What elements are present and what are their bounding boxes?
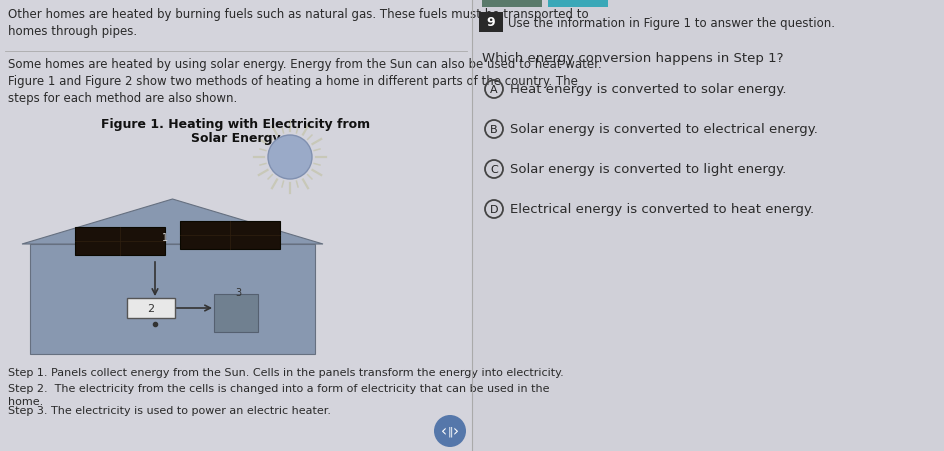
Text: A: A xyxy=(490,85,497,95)
Text: Step 1. Panels collect energy from the Sun. Cells in the panels transform the en: Step 1. Panels collect energy from the S… xyxy=(8,367,564,377)
Text: Some homes are heated by using solar energy. Energy from the Sun can also be use: Some homes are heated by using solar ene… xyxy=(8,58,601,105)
Text: Electrical energy is converted to heat energy.: Electrical energy is converted to heat e… xyxy=(510,203,814,216)
Text: D: D xyxy=(490,205,498,215)
Text: Solar energy is converted to light energy.: Solar energy is converted to light energ… xyxy=(510,163,786,176)
Bar xyxy=(75,227,165,255)
FancyBboxPatch shape xyxy=(214,295,258,332)
Text: 3: 3 xyxy=(235,287,241,297)
Text: Other homes are heated by burning fuels such as natural gas. These fuels must be: Other homes are heated by burning fuels … xyxy=(8,8,589,38)
Bar xyxy=(0,0,472,451)
Text: 9: 9 xyxy=(487,17,496,29)
Circle shape xyxy=(268,136,312,179)
Text: Step 2.  The electricity from the cells is changed into a form of electricity th: Step 2. The electricity from the cells i… xyxy=(8,383,549,406)
Text: B: B xyxy=(490,125,497,135)
FancyBboxPatch shape xyxy=(479,13,503,33)
FancyBboxPatch shape xyxy=(127,299,175,318)
Text: Which energy conversion happens in Step 1?: Which energy conversion happens in Step … xyxy=(482,52,784,65)
Bar xyxy=(482,0,542,8)
Bar xyxy=(180,221,280,249)
Text: Solar Energy: Solar Energy xyxy=(192,132,280,145)
Text: Heat energy is converted to solar energy.: Heat energy is converted to solar energy… xyxy=(510,83,786,96)
Text: Solar energy is converted to electrical energy.: Solar energy is converted to electrical … xyxy=(510,123,818,136)
Text: Figure 1. Heating with Electricity from: Figure 1. Heating with Electricity from xyxy=(101,118,371,131)
Bar xyxy=(548,0,608,8)
Bar xyxy=(472,0,944,451)
Circle shape xyxy=(434,415,466,447)
Text: Step 3. The electricity is used to power an electric heater.: Step 3. The electricity is used to power… xyxy=(8,405,331,415)
Text: Use the information in Figure 1 to answer the question.: Use the information in Figure 1 to answe… xyxy=(508,17,835,29)
Polygon shape xyxy=(22,199,323,244)
Text: 2: 2 xyxy=(147,304,155,313)
Text: C: C xyxy=(490,165,497,175)
Text: ‹: ‹ xyxy=(441,423,447,438)
Text: ›: › xyxy=(453,423,459,438)
Bar xyxy=(30,244,315,354)
Text: ‖: ‖ xyxy=(447,426,453,436)
Text: 1: 1 xyxy=(162,232,168,243)
